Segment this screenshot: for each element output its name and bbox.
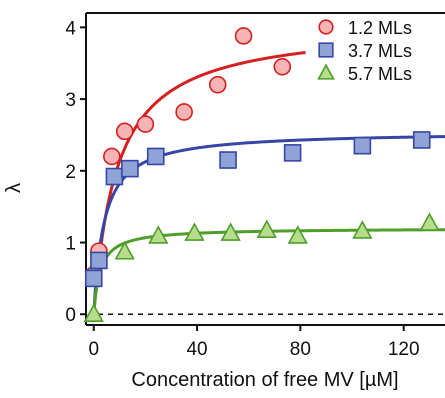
data-point bbox=[352, 220, 373, 239]
data-point bbox=[412, 131, 431, 149]
x-tick-label: 0 bbox=[88, 339, 99, 360]
data-point bbox=[256, 219, 277, 239]
data-point bbox=[103, 147, 121, 166]
data-point bbox=[121, 159, 139, 178]
legend-label: 3.7 MLs bbox=[348, 41, 412, 61]
legend-marker bbox=[318, 19, 334, 35]
data-point bbox=[148, 225, 169, 244]
y-tick-label: 1 bbox=[65, 234, 76, 255]
x-tick-label: 120 bbox=[388, 339, 420, 360]
data-point bbox=[208, 75, 227, 94]
data-point bbox=[105, 167, 124, 186]
y-tick-label: 3 bbox=[65, 90, 76, 111]
fit-curve bbox=[92, 51, 306, 315]
data-point bbox=[90, 251, 108, 270]
y-tick-label: 0 bbox=[65, 305, 76, 326]
data-point bbox=[146, 147, 165, 166]
data-point bbox=[220, 222, 241, 241]
legend-label: 1.2 MLs bbox=[348, 18, 412, 38]
legend: 1.2 MLs 3.7 MLs 5.7 MLs bbox=[317, 18, 412, 84]
data-point bbox=[184, 222, 205, 241]
data-points-layer bbox=[83, 27, 440, 322]
data-point bbox=[83, 303, 104, 322]
y-tick-label: 4 bbox=[65, 18, 76, 39]
data-point bbox=[419, 212, 440, 231]
data-point bbox=[219, 151, 237, 169]
x-tick-label: 40 bbox=[186, 339, 207, 360]
data-point bbox=[353, 136, 372, 155]
fit-curves-layer bbox=[92, 51, 445, 315]
data-point bbox=[234, 27, 253, 45]
data-point bbox=[115, 122, 134, 141]
legend-label: 5.7 MLs bbox=[348, 64, 412, 84]
data-point bbox=[84, 269, 103, 288]
legend-marker bbox=[317, 63, 335, 80]
legend-marker bbox=[318, 42, 334, 58]
fit-curve bbox=[92, 228, 445, 315]
x-tick-label: 80 bbox=[290, 339, 311, 360]
x-axis-title: Concentration of free MV [µM] bbox=[131, 369, 398, 391]
y-axis-title: λ bbox=[3, 183, 25, 193]
data-point bbox=[287, 225, 308, 244]
data-point bbox=[283, 144, 302, 162]
data-point bbox=[114, 240, 135, 260]
data-point bbox=[136, 115, 155, 133]
data-point bbox=[273, 57, 292, 76]
data-point bbox=[175, 103, 193, 121]
y-tick-label: 2 bbox=[65, 162, 76, 183]
